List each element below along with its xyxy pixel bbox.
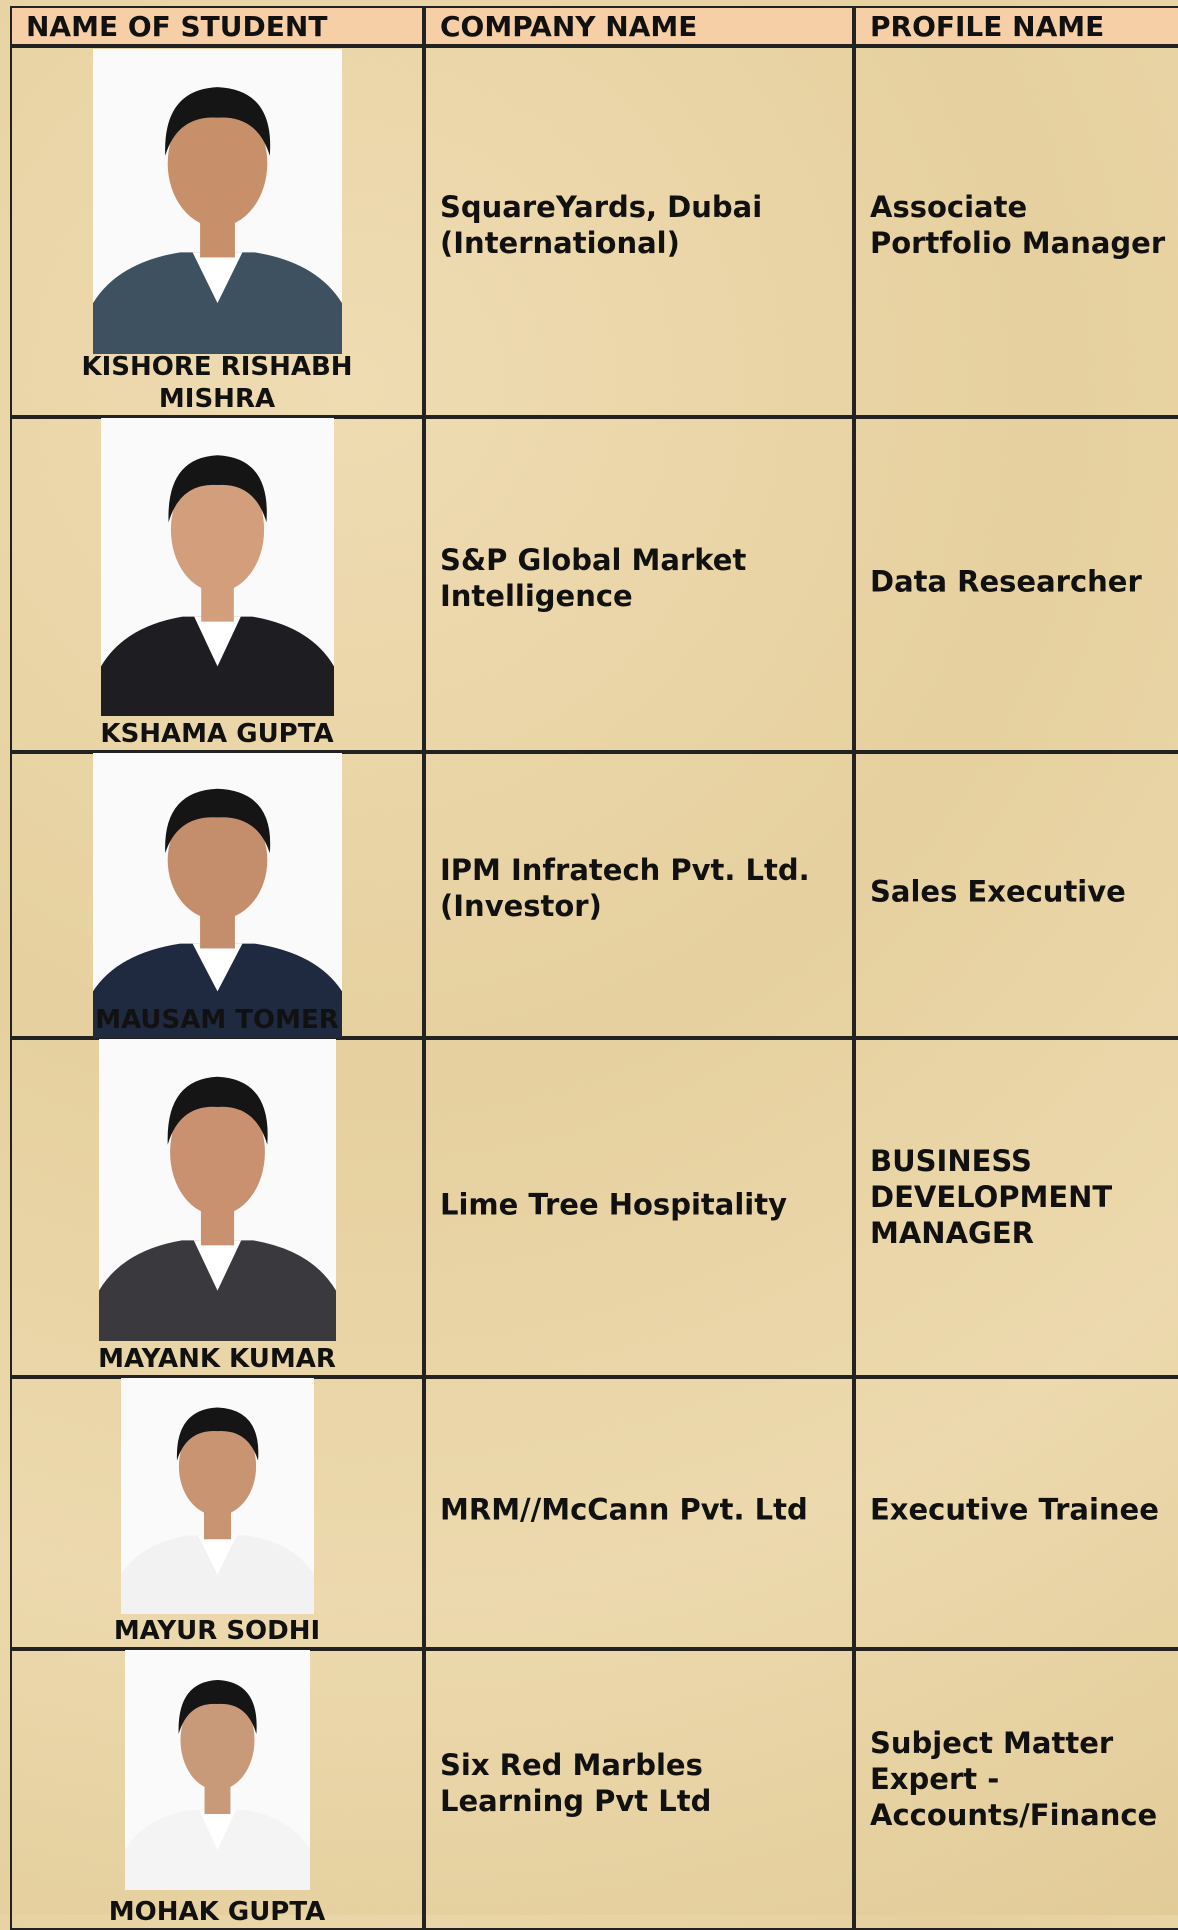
profile-name: Executive Trainee [870,1492,1159,1527]
table-cell [424,752,854,1038]
portrait [101,455,334,716]
portrait [121,1407,314,1614]
student-name: MAUSAM TOMER [95,1005,339,1035]
table-cell [854,1038,1178,1377]
table-cell [424,417,854,752]
student-photo [93,49,342,354]
table-cell [854,752,1178,1038]
table-cell [424,1377,854,1649]
student-name: MAYUR SODHI [113,1616,321,1646]
column-header: PROFILE NAME [854,6,1178,46]
portrait [125,1680,310,1890]
company-name: Lime Tree Hospitality [440,1186,787,1221]
table-cell [854,1377,1178,1649]
profile-name: Associate Portfolio Manager [870,189,1166,260]
company-name: MRM//McCann Pvt. Ltd [440,1492,808,1527]
portrait [93,788,342,1039]
student-photo [125,1650,310,1890]
student-photo [121,1378,314,1614]
student-photo [99,1039,336,1341]
student-name: MAYANK KUMAR [98,1344,336,1374]
portrait [99,1076,336,1341]
portrait [93,87,342,354]
company-name: S&P Global Market Intelligence [440,542,747,613]
student-name: KISHORE RISHABH MISHRA [81,352,353,414]
table-cell [854,417,1178,752]
table-cell [10,46,424,417]
column-header: COMPANY NAME [424,6,854,46]
company-name: IPM Infratech Pvt. Ltd. (Investor) [440,852,810,923]
profile-name: BUSINESS DEVELOPMENT MANAGER [870,1143,1113,1250]
profile-name: Sales Executive [870,874,1126,909]
table-cell [854,46,1178,417]
table-cell [424,1038,854,1377]
profile-name: Data Researcher [870,563,1142,598]
student-photo [101,418,334,716]
company-name: Six Red Marbles Learning Pvt Ltd [440,1747,712,1818]
column-header: NAME OF STUDENT [10,6,424,46]
company-name: SquareYards, Dubai (International) [440,189,763,260]
student-photo [93,753,342,1039]
profile-name: Subject Matter Expert - Accounts/Finance [870,1725,1158,1832]
student-name: MOHAK GUPTA [108,1897,326,1927]
table-cell [424,46,854,417]
student-name: KSHAMA GUPTA [100,719,334,749]
